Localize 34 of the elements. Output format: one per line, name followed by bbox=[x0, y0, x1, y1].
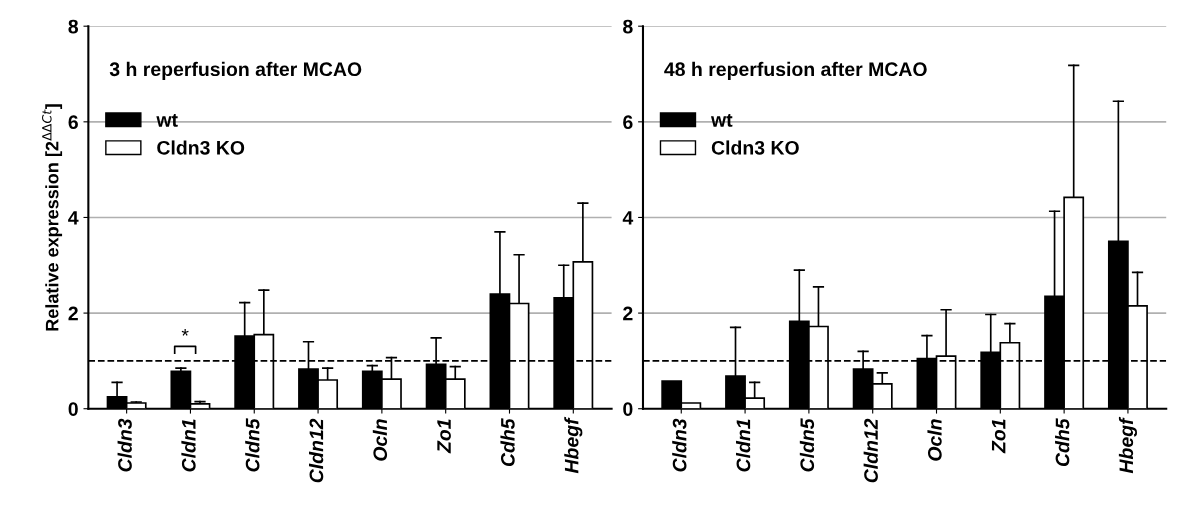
x-tick-label: Cldn12 bbox=[309, 418, 324, 483]
y-tick-label: 8 bbox=[68, 19, 79, 34]
x-tick-label: Ocln bbox=[927, 419, 942, 461]
y-tick-label: 6 bbox=[68, 115, 78, 130]
y-tick-label: 6 bbox=[623, 115, 633, 130]
x-tick-label: Ocln bbox=[372, 419, 388, 461]
y-tick-label: 8 bbox=[623, 19, 633, 34]
y-tick-label: 2 bbox=[623, 306, 633, 321]
x-tick-label: Cldn5 bbox=[799, 418, 815, 472]
annotation: * bbox=[181, 328, 189, 336]
x-tick-label: Hbegf bbox=[1118, 416, 1137, 474]
x-tick-label: Cldn12 bbox=[863, 418, 878, 483]
x-tick-label: Cdh5 bbox=[1055, 418, 1070, 467]
y-tick-label: 4 bbox=[622, 211, 634, 225]
x-tick-label: Zo1 bbox=[437, 419, 451, 454]
y-axis-title: Relative expression [2$^{ΔΔCt}$] bbox=[42, 104, 63, 331]
y-tick-label: 0 bbox=[68, 402, 78, 416]
x-tick-label: Zo1 bbox=[991, 419, 1006, 454]
y-tick-label: 0 bbox=[623, 402, 633, 416]
y-tick-label: 4 bbox=[68, 211, 79, 225]
x-tick-label: Cldn3 bbox=[672, 418, 687, 472]
legend-label: wt bbox=[710, 113, 733, 127]
legend-label: Cldn3 KO bbox=[711, 140, 799, 155]
x-tick-label: Cldn1 bbox=[181, 419, 196, 472]
legend-label: Cldn3 KO bbox=[157, 140, 245, 155]
x-tick-label: Hbegf bbox=[564, 416, 583, 474]
x-tick-label: Cdh5 bbox=[500, 418, 515, 467]
x-tick-label: Cldn5 bbox=[245, 418, 260, 472]
x-tick-label: Cldn1 bbox=[736, 419, 751, 472]
y-tick-label: 2 bbox=[68, 306, 78, 321]
text: 48 h reperfusion after MCAO bbox=[664, 61, 927, 80]
x-tick-label: Cldn3 bbox=[117, 418, 132, 472]
legend-label: wt bbox=[156, 113, 178, 127]
text: 3 h reperfusion after MCAO bbox=[109, 61, 362, 80]
